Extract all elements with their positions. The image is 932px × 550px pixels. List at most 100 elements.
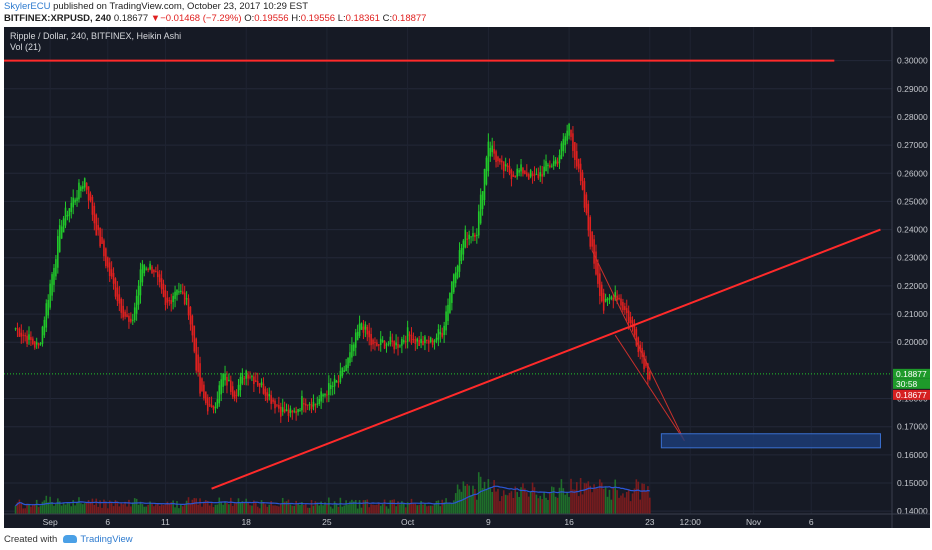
volume-bar [289, 504, 292, 514]
candle-body [322, 394, 324, 397]
candle-body [337, 381, 340, 383]
volume-bar [524, 488, 526, 514]
candle-body [218, 385, 221, 404]
candle-body [187, 298, 190, 316]
candle-body [133, 307, 136, 321]
chart-pane[interactable]: 0.30000 0.29000 0.28000 0.27000 0.26000 0.250… [4, 27, 930, 528]
volume-bar [579, 478, 582, 514]
volume-bar [264, 504, 267, 514]
candle-body [208, 404, 211, 406]
price-chart[interactable]: 0.30000 0.29000 0.28000 0.27000 0.26000 0.250… [4, 27, 930, 528]
volume-bar [610, 499, 613, 514]
volume-bar [522, 483, 524, 514]
volume-bar [160, 504, 163, 514]
candle-body [600, 284, 603, 302]
candle-body [412, 338, 415, 340]
wedge-line[interactable] [591, 250, 685, 442]
candle-body [145, 268, 148, 270]
volume-bar [326, 504, 328, 514]
volume-bar [566, 492, 568, 514]
volume-bar [387, 508, 390, 514]
candle-body [376, 342, 378, 346]
volume-bar [320, 501, 322, 514]
volume-bar [462, 481, 465, 514]
volume-bar [426, 506, 428, 514]
volume-bar [206, 500, 209, 514]
volume-bar [641, 483, 643, 514]
candle-body [522, 167, 524, 174]
candle-body [174, 291, 176, 299]
volume-bar [235, 502, 238, 514]
candle-body [464, 229, 467, 248]
candle-body [537, 174, 540, 179]
volume-bar [422, 504, 424, 514]
volume-bar [372, 504, 374, 514]
volume-bar [339, 497, 342, 514]
series-legend[interactable]: Ripple / Dollar, 240, BITFINEX, Heikin A… [10, 31, 182, 41]
candle-body [435, 337, 438, 342]
wedge-line[interactable] [614, 334, 685, 442]
volume-bar [174, 507, 176, 514]
time-tick-label: 11 [161, 517, 170, 527]
volume-bar [254, 501, 257, 514]
support-trendline[interactable] [211, 228, 881, 490]
volume-bar [412, 503, 415, 514]
volume-ma-line [15, 485, 650, 507]
volume-bar [341, 506, 344, 514]
candle-body [189, 306, 192, 325]
price-axis[interactable]: 0.30000 0.29000 0.28000 0.27000 0.26000 0.250… [891, 27, 930, 528]
candle-body [199, 363, 201, 394]
volume-bar [449, 502, 451, 514]
candle-body [137, 285, 140, 305]
volume-bar [203, 501, 205, 514]
tradingview-link[interactable]: TradingView [80, 534, 133, 545]
volume-bar [347, 504, 349, 514]
candle-body [149, 263, 151, 270]
candle-body [82, 186, 84, 189]
volume-bar [224, 501, 226, 514]
volume-bar [549, 492, 551, 514]
volume-bar [147, 504, 149, 514]
volume-bar [595, 487, 597, 514]
candle-body [447, 304, 449, 321]
volume-bar [83, 503, 86, 514]
volume-bar [476, 499, 478, 514]
volume-bar [99, 500, 101, 514]
candle-body [153, 269, 155, 273]
volume-bar [303, 505, 305, 514]
candle-body [429, 337, 432, 342]
candle-body [556, 161, 559, 165]
close-value: 0.18877 [392, 13, 427, 24]
candle-body [414, 339, 417, 344]
volume-bar [22, 508, 25, 514]
time-axis[interactable]: Sep 6 11 18 25 Oct 9 16 23 12:00 Nov 6 [4, 513, 930, 527]
candle-body [616, 295, 618, 301]
close-label: C: [382, 13, 393, 24]
volume-bar [87, 500, 90, 514]
volume-bar [108, 500, 111, 514]
volume-legend[interactable]: Vol (21) [10, 42, 42, 52]
candle-body [155, 271, 157, 273]
author-link[interactable]: SkylerECU [4, 1, 51, 12]
candle-body [495, 151, 497, 163]
candle-body [93, 205, 96, 224]
volume-bar [16, 502, 19, 514]
candle-body [554, 159, 557, 164]
candle-body [335, 380, 338, 383]
price-tick-label: 0.26000 [897, 168, 928, 178]
volume-bar [106, 508, 109, 514]
close-price-tag-bg [893, 389, 930, 400]
candle-body [470, 236, 472, 238]
volume-bar [172, 500, 174, 514]
volume-bar [293, 505, 296, 514]
candle-body [466, 238, 469, 240]
candle-body [287, 410, 290, 416]
volume-bar [356, 508, 359, 514]
candle-body [416, 338, 419, 342]
candle-body [220, 379, 222, 395]
target-box[interactable] [660, 433, 881, 449]
volume-bar [103, 499, 105, 514]
candle-body [641, 347, 643, 358]
volume-bar [226, 502, 228, 514]
candle-body [581, 172, 584, 190]
